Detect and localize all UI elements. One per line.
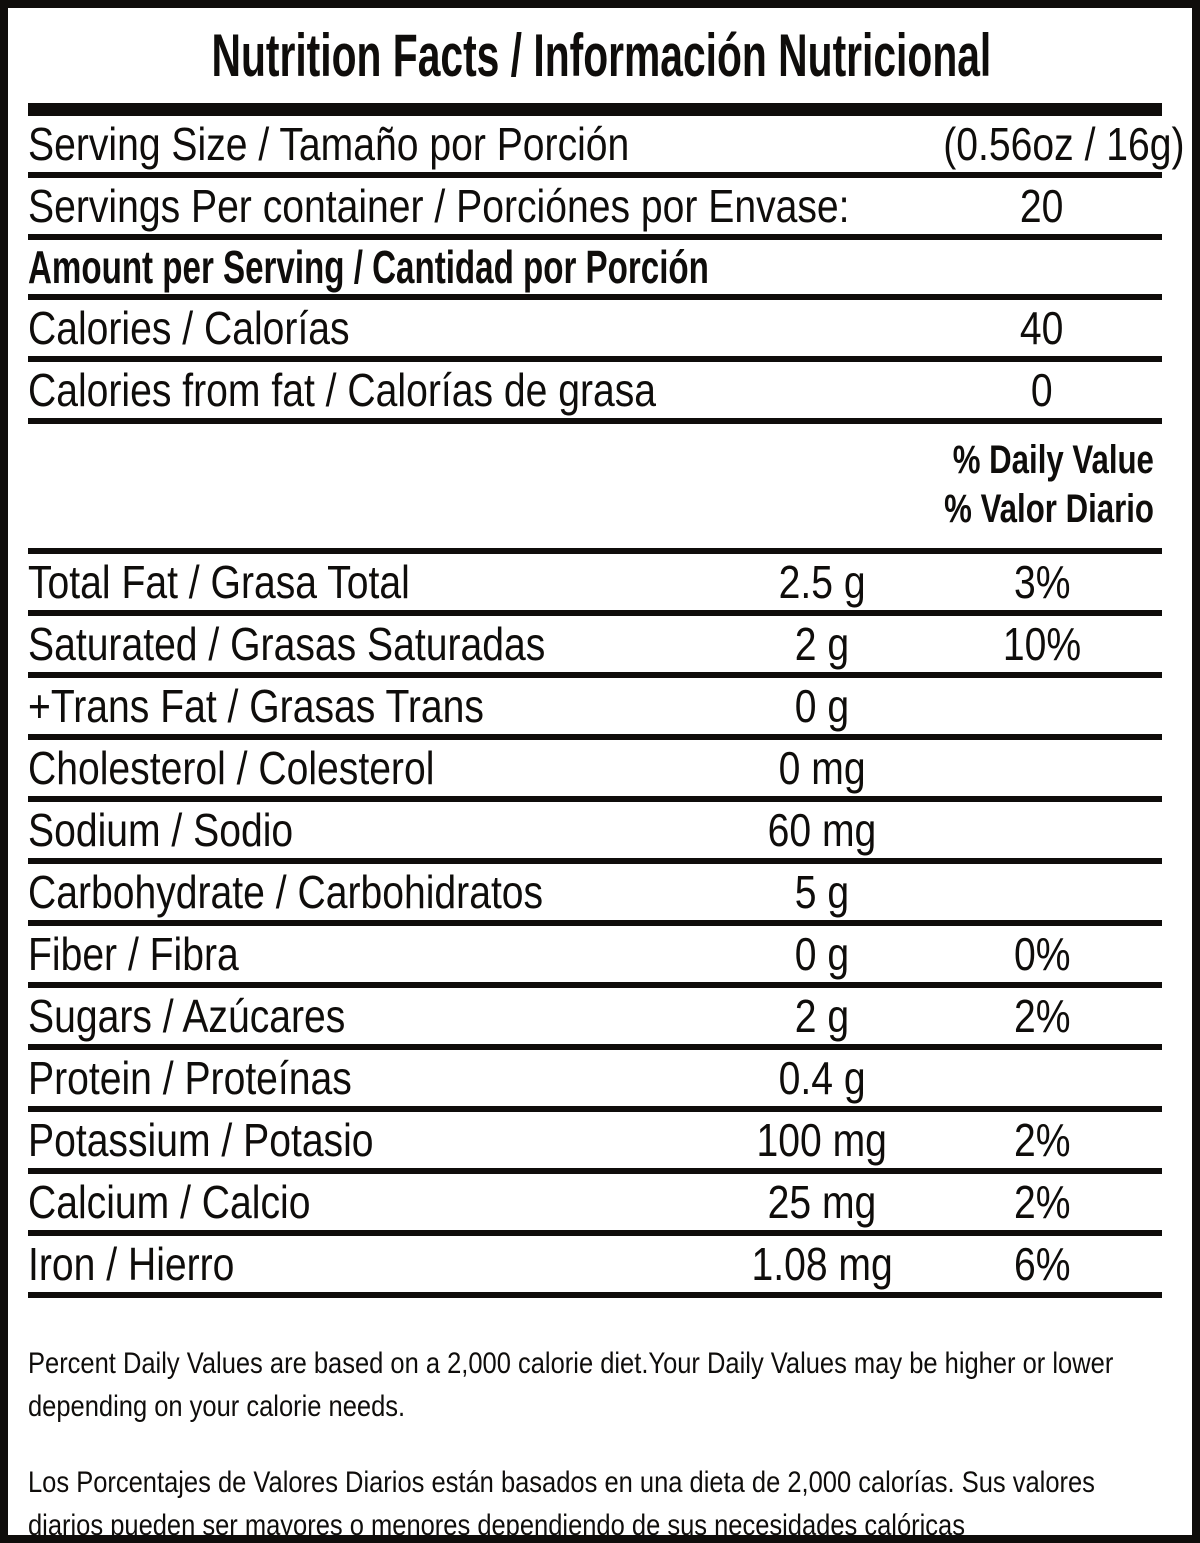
nutrient-label: Saturated / Grasas Saturadas <box>28 617 546 670</box>
nutrient-row-cholesterol: Cholesterol / Colesterol 0 mg <box>28 740 1162 802</box>
amount-per-serving-heading: Amount per Serving / Cantidad por Porció… <box>28 241 709 293</box>
nutrient-row-potassium: Potassium / Potasio 100 mg 2% <box>28 1112 1162 1174</box>
nutrient-row-calcium: Calcium / Calcio 25 mg 2% <box>28 1174 1162 1236</box>
serving-size-label: Serving Size / Tamaño por Porción <box>28 118 630 170</box>
nutrient-daily-value: 2% <box>1013 1175 1071 1228</box>
nutrient-daily-value: 3% <box>1013 555 1071 608</box>
nutrient-row-total-fat: Total Fat / Grasa Total 2.5 g 3% <box>28 554 1162 616</box>
nutrient-daily-value: 10% <box>1002 617 1082 670</box>
amount-per-serving-heading-row: Amount per Serving / Cantidad por Porció… <box>28 240 1162 300</box>
label-header: Nutrition Facts / Información Nutriciona… <box>28 8 1162 103</box>
nutrient-amount: 1.08 mg <box>751 1237 893 1290</box>
nutrient-amount: 0.4 g <box>778 1051 866 1104</box>
nutrient-label: Sodium / Sodio <box>28 803 294 856</box>
servings-per-container-label: Servings Per container / Porciónes por E… <box>28 180 850 232</box>
nutrient-label: Fiber / Fibra <box>28 927 239 980</box>
nutrient-amount: 60 mg <box>767 803 877 856</box>
nutrient-row-trans-fat: +Trans Fat / Grasas Trans 0 g <box>28 678 1162 740</box>
nutrient-label: +Trans Fat / Grasas Trans <box>28 679 484 732</box>
nutrient-label: Sugars / Azúcares <box>28 989 346 1042</box>
daily-value-heading-en: % Daily Value <box>952 438 1154 482</box>
servings-per-container-row: Servings Per container / Porciónes por E… <box>28 178 1162 240</box>
serving-size-value: (0.56oz / 16g) <box>943 118 1185 170</box>
title-divider-bar <box>28 103 1162 116</box>
nutrient-amount: 5 g <box>794 865 850 918</box>
nutrient-label: Potassium / Potasio <box>28 1113 374 1166</box>
nutrient-row-protein: Protein / Proteínas 0.4 g <box>28 1050 1162 1112</box>
servings-per-container-value: 20 <box>1020 180 1064 232</box>
calories-value: 40 <box>1020 302 1064 354</box>
nutrient-row-fiber: Fiber / Fibra 0 g 0% <box>28 926 1162 988</box>
nutrient-amount: 2 g <box>794 989 850 1042</box>
nutrient-amount: 2.5 g <box>778 555 866 608</box>
nutrient-amount: 0 mg <box>778 741 866 794</box>
nutrient-row-carbohydrate: Carbohydrate / Carbohidratos 5 g <box>28 864 1162 926</box>
nutrient-row-sugars: Sugars / Azúcares 2 g 2% <box>28 988 1162 1050</box>
nutrient-amount: 2 g <box>794 617 850 670</box>
nutrient-daily-value: 2% <box>1013 1113 1071 1166</box>
nutrient-amount: 25 mg <box>767 1175 877 1228</box>
nutrient-label: Carbohydrate / Carbohidratos <box>28 865 544 918</box>
nutrient-daily-value: 6% <box>1013 1237 1071 1290</box>
nutrient-row-iron: Iron / Hierro 1.08 mg 6% <box>28 1236 1162 1298</box>
nutrient-label: Calcium / Calcio <box>28 1175 311 1228</box>
daily-value-heading: % Daily Value % Valor Diario <box>28 424 1162 554</box>
footnote-spanish: Los Porcentajes de Valores Diarios están… <box>28 1465 1095 1543</box>
daily-value-heading-es: % Valor Diario <box>944 486 1154 531</box>
nutrient-label: Total Fat / Grasa Total <box>28 555 410 608</box>
nutrient-label: Protein / Proteínas <box>28 1051 352 1104</box>
label-title: Nutrition Facts / Información Nutriciona… <box>211 22 992 89</box>
serving-size-row: Serving Size / Tamaño por Porción (0.56o… <box>28 116 1185 178</box>
nutrient-daily-value: 2% <box>1013 989 1071 1042</box>
calories-row: Calories / Calorías 40 <box>28 300 1162 362</box>
nutrient-row-saturated-fat: Saturated / Grasas Saturadas 2 g 10% <box>28 616 1162 678</box>
nutrient-row-sodium: Sodium / Sodio 60 mg <box>28 802 1162 864</box>
nutrient-daily-value: 0% <box>1013 927 1071 980</box>
nutrient-amount: 100 mg <box>756 1113 888 1166</box>
nutrient-amount: 0 g <box>794 927 850 980</box>
nutrient-amount: 0 g <box>794 679 850 732</box>
nutrient-label: Cholesterol / Colesterol <box>28 741 435 794</box>
calories-label: Calories / Calorías <box>28 302 350 354</box>
footnotes: Percent Daily Values are based on a 2,00… <box>28 1298 1162 1543</box>
nutrient-label: Iron / Hierro <box>28 1237 235 1290</box>
calories-from-fat-value: 0 <box>1031 364 1053 416</box>
calories-from-fat-label: Calories from fat / Calorías de grasa <box>28 364 657 416</box>
footnote-english: Percent Daily Values are based on a 2,00… <box>28 1346 1114 1424</box>
calories-from-fat-row: Calories from fat / Calorías de grasa 0 <box>28 362 1162 424</box>
